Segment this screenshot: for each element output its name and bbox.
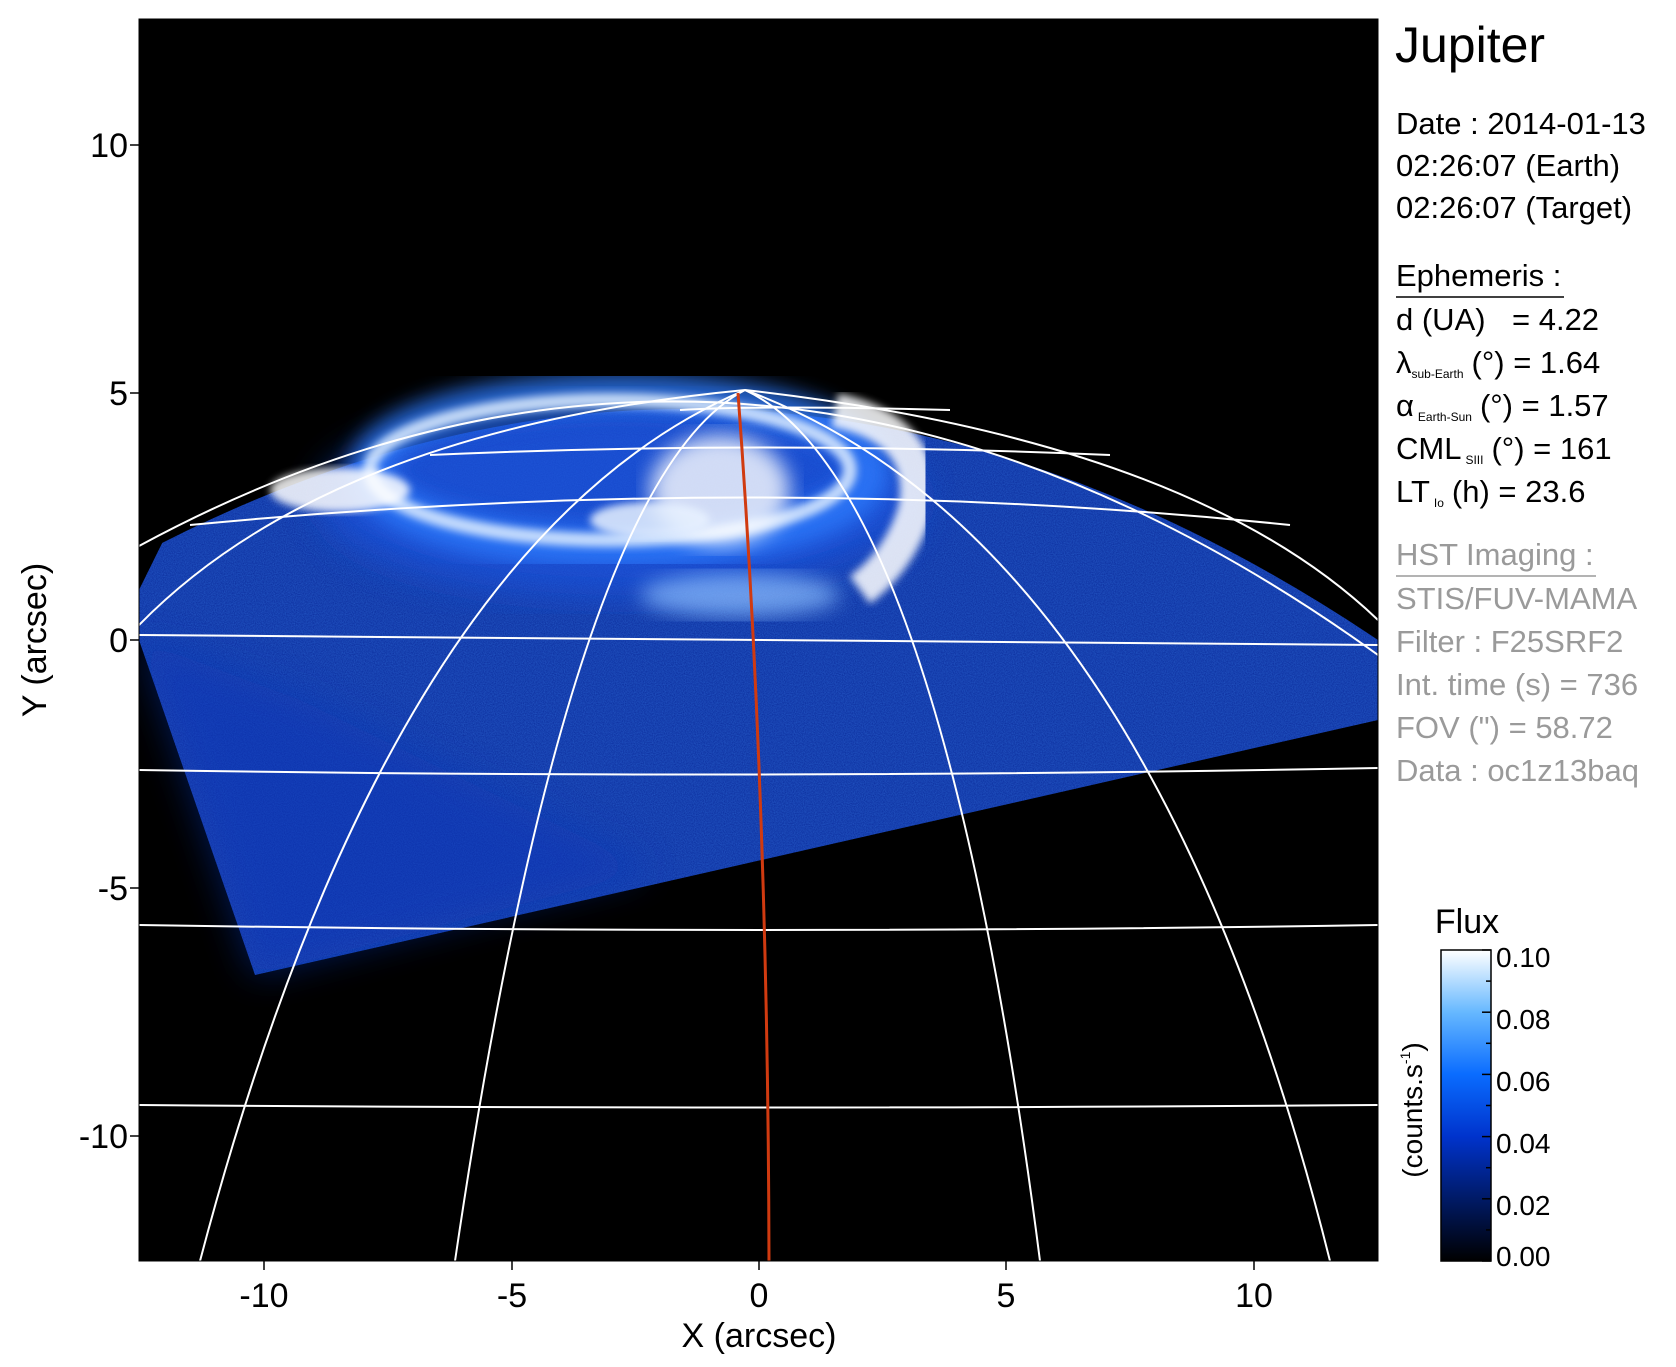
- colorbar-ticks: [1482, 949, 1491, 1262]
- ephemeris-local-time: LT Io (h) = 23.6: [1396, 474, 1585, 510]
- date-line: Date : 2014-01-13: [1396, 106, 1646, 141]
- hst-instrument: STIS/FUV-MAMA: [1396, 581, 1637, 616]
- colorbar-title: Flux: [1435, 903, 1499, 941]
- central-meridian: [736, 392, 771, 1261]
- ephemeris-cml: CML SIII (°) = 161: [1396, 431, 1612, 467]
- colorbar-tick-label: 0.00: [1496, 1241, 1551, 1272]
- x-tick-label: -10: [239, 1277, 288, 1315]
- y-tick-label: 0: [109, 622, 128, 660]
- colorbar-tick-label: 0.10: [1496, 942, 1551, 973]
- ephemeris-heading: Ephemeris :: [1396, 258, 1561, 293]
- hst-data-id: Data : oc1z13baq: [1396, 753, 1639, 788]
- y-axis-label: Y (arcsec): [16, 563, 54, 717]
- sky-above-limb: [139, 19, 1378, 640]
- hst-heading: HST Imaging :: [1396, 537, 1594, 572]
- hst-integration-time: Int. time (s) = 736: [1396, 667, 1638, 702]
- y-tick-label: -10: [79, 1118, 128, 1156]
- target-time: 02:26:07 (Target): [1396, 190, 1632, 225]
- colorbar-tick-label: 0.08: [1496, 1004, 1551, 1035]
- y-tick-label: 10: [90, 127, 128, 165]
- hst-filter: Filter : F25SRF2: [1396, 624, 1623, 659]
- coordinate-grid: [139, 389, 1378, 1261]
- plot-area: [139, 19, 1378, 1261]
- y-tick-label: 5: [109, 375, 128, 413]
- hst-fov: FOV (") = 58.72: [1396, 710, 1613, 745]
- ephemeris-distance: d (UA) = 4.22: [1396, 302, 1599, 337]
- ephemeris-sub-earth-latitude: λsub-Earth (°) = 1.64: [1396, 345, 1600, 381]
- colorbar-tick-label: 0.04: [1496, 1128, 1551, 1159]
- x-tick-label: 10: [1235, 1277, 1273, 1315]
- x-tick-label: 0: [750, 1277, 769, 1315]
- colorbar-tick-label: 0.02: [1496, 1190, 1551, 1221]
- colorbar-unit-label: (counts.s-1): [1397, 1042, 1428, 1177]
- y-tick-label: -5: [98, 870, 128, 908]
- ephemeris-phase-angle: α Earth-Sun (°) = 1.57: [1396, 388, 1609, 424]
- earth-time: 02:26:07 (Earth): [1396, 148, 1620, 183]
- planet-title: Jupiter: [1395, 17, 1545, 73]
- colorbar-tick-label: 0.06: [1496, 1066, 1551, 1097]
- colorbar: [1440, 949, 1492, 1262]
- axis-ticks: [130, 144, 1255, 1270]
- x-tick-label: -5: [497, 1277, 527, 1315]
- x-axis-label: X (arcsec): [682, 1317, 837, 1355]
- x-tick-label: 5: [997, 1277, 1016, 1315]
